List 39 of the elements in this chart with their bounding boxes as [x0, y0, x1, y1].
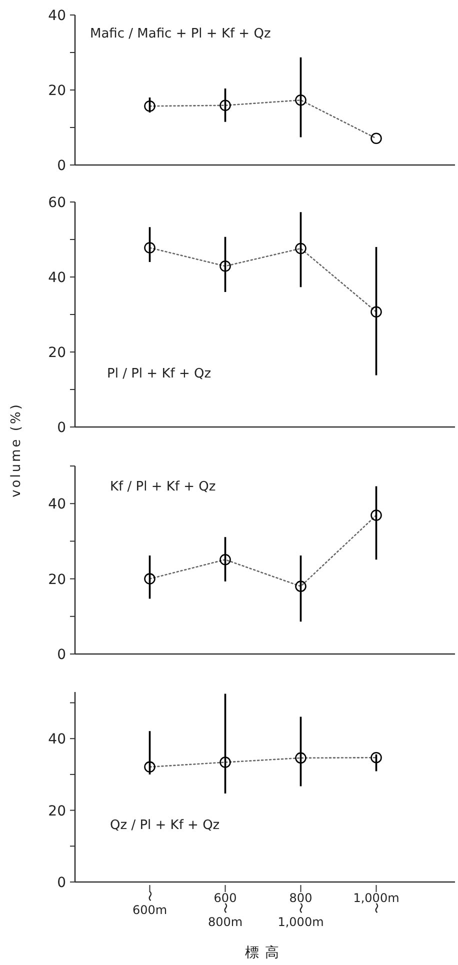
point	[295, 242, 306, 254]
point	[220, 554, 231, 566]
point	[370, 752, 382, 764]
point	[144, 242, 156, 254]
x-axis-title: 標高	[245, 945, 285, 961]
y-tick-label: 40	[48, 8, 66, 24]
y-tick-label: 40	[48, 496, 66, 513]
point	[220, 260, 231, 272]
text: Kf / Pl + Kf + Qz	[110, 479, 216, 494]
y-tick-label: 0	[57, 420, 66, 436]
point	[370, 510, 382, 521]
y-tick-label: 0	[57, 647, 66, 663]
point	[144, 761, 156, 773]
point	[370, 306, 382, 318]
y-tick-label: 20	[48, 572, 66, 588]
x-tick-label: 〜600m	[132, 890, 168, 917]
text: Mafic / Mafic + Pl + Kf + Qz	[90, 26, 271, 42]
y-tick-label: 40	[48, 270, 66, 286]
y-tick-label: 20	[48, 345, 66, 361]
point	[220, 756, 231, 768]
y-tick-label: 20	[48, 83, 66, 99]
point	[144, 100, 156, 112]
y-tick-label: 40	[48, 732, 66, 748]
y-tick-label: 60	[48, 195, 66, 211]
y-tick-label: 0	[57, 875, 66, 891]
x-tick-label: 600〜800m	[208, 891, 243, 929]
point	[220, 100, 231, 112]
y-tick-label: 0	[57, 158, 66, 174]
x-tick-label: 1,000m〜	[353, 891, 400, 914]
point	[295, 752, 306, 764]
text: Pl / Pl + Kf + Qz	[107, 366, 212, 382]
text: Qz / Pl + Kf + Qz	[110, 818, 220, 833]
point	[295, 94, 306, 106]
x-tick-label: 800〜1,000m	[278, 891, 324, 929]
y-axis-title: volume (%)	[9, 402, 24, 498]
point	[370, 132, 382, 144]
y-tick-label: 20	[48, 803, 66, 820]
point	[144, 573, 156, 584]
point	[295, 580, 306, 592]
